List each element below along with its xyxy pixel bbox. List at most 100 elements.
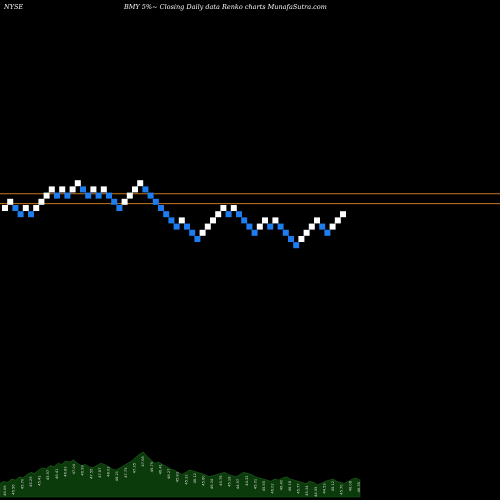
- volume-label: 45.76: [219, 475, 223, 486]
- renko-brick: [80, 186, 86, 193]
- renko-brick: [298, 236, 305, 242]
- volume-label: 45.60: [202, 475, 206, 486]
- volume-label: 45.12: [331, 481, 335, 491]
- volume-label: 47.35: [133, 463, 137, 473]
- volume-label: 45.32: [184, 474, 188, 484]
- renko-brick: [85, 192, 92, 199]
- renko-brick: [184, 223, 190, 230]
- renko-brick: [7, 198, 14, 205]
- renko-brick: [132, 186, 138, 193]
- renko-brick: [246, 223, 253, 230]
- renko-brick: [324, 229, 331, 236]
- renko-brick: [28, 211, 34, 218]
- volume-label: 46.83: [63, 466, 67, 476]
- renko-brick: [329, 223, 336, 230]
- renko-brick: [106, 192, 112, 199]
- volume-label: 44.95: [314, 487, 318, 497]
- renko-brick: [38, 198, 45, 205]
- volume-label: 47.08: [141, 456, 145, 467]
- volume-label: 46.56: [12, 484, 16, 495]
- volume-label: 45.01: [253, 479, 257, 489]
- renko-brick: [111, 198, 118, 205]
- renko-brick: [33, 205, 40, 211]
- volume-label: 46.41: [55, 469, 59, 479]
- renko-brick: [22, 205, 29, 211]
- renko-brick: [12, 205, 19, 211]
- renko-brick: [334, 217, 341, 224]
- renko-brick: [262, 217, 268, 224]
- volume-label: 46.79: [150, 461, 154, 472]
- renko-brick: [225, 211, 232, 218]
- renko-brick: [220, 205, 227, 211]
- renko-bricks: [2, 180, 346, 249]
- reference-lines: [0, 193, 500, 205]
- renko-brick: [303, 229, 310, 236]
- chart-title: BMY 5%~ Closing Daily data Renko charts …: [124, 3, 327, 11]
- renko-brick: [288, 236, 294, 242]
- renko-brick: [90, 186, 97, 193]
- renko-brick: [48, 186, 55, 193]
- renko-brick: [142, 186, 149, 193]
- volume-label: 46.12: [193, 473, 197, 483]
- renko-brick: [121, 198, 128, 205]
- volume-label: 45.97: [46, 470, 50, 480]
- renko-brick: [293, 242, 300, 249]
- renko-brick: [314, 217, 320, 224]
- renko-brick: [116, 205, 123, 211]
- renko-brick: [236, 211, 242, 218]
- renko-brick: [230, 205, 237, 211]
- renko-brick: [282, 229, 289, 236]
- renko-brick: [272, 217, 279, 224]
- volume-label: 44.32: [245, 475, 249, 485]
- renko-brick: [163, 211, 170, 218]
- renko-brick: [147, 192, 154, 199]
- renko-brick: [215, 211, 222, 218]
- volume-label: 46.08: [348, 480, 352, 491]
- volume-label: 44.97: [236, 479, 240, 489]
- renko-brick: [126, 192, 133, 199]
- renko-brick: [210, 217, 216, 224]
- renko-brick: [319, 223, 326, 230]
- renko-brick: [178, 217, 185, 224]
- volume-label: 46.06: [3, 485, 7, 496]
- volume-label: 45.83: [176, 472, 180, 482]
- volume-label: 47.75: [124, 468, 128, 478]
- renko-brick: [54, 192, 60, 199]
- volume-label: 48.21: [115, 471, 119, 481]
- volume-label: 45.55: [262, 481, 266, 491]
- renko-brick: [267, 223, 274, 230]
- renko-brick: [199, 229, 206, 236]
- volume-label: 46.18: [288, 480, 292, 491]
- renko-brick: [251, 229, 258, 236]
- volume-label: 45.34: [305, 485, 309, 496]
- volume-label: 46.27: [167, 469, 171, 479]
- renko-brick: [308, 223, 315, 230]
- volume-labels: 46.06 46.56 45.70 45.29 45.41 45.97 46.41 46.83…: [3, 456, 361, 497]
- renko-brick: [340, 211, 346, 218]
- renko-brick: [189, 229, 196, 236]
- volume-fill: [0, 451, 361, 498]
- renko-brick: [168, 217, 175, 224]
- renko-brick: [173, 223, 180, 230]
- renko-brick: [241, 217, 248, 224]
- renko-brick: [158, 205, 164, 211]
- volume-label: 46.34: [210, 478, 214, 489]
- volume-label: 45.41: [38, 475, 42, 485]
- volume-label: 46.02: [271, 483, 275, 493]
- renko-brick: [74, 180, 81, 187]
- renko-brick: [137, 180, 144, 187]
- renko-brick: [277, 223, 284, 230]
- renko-brick: [2, 205, 8, 211]
- renko-brick: [256, 223, 263, 230]
- volume-label: 47.87: [98, 468, 102, 478]
- renko-brick: [17, 211, 24, 218]
- renko-brick: [204, 223, 211, 230]
- renko-brick: [95, 192, 102, 199]
- renko-brick: [194, 236, 201, 242]
- renko-brick: [152, 198, 159, 205]
- volume-label: 46.35: [357, 482, 361, 492]
- volume-label: 48.03: [107, 466, 111, 476]
- volume-label: 45.18: [228, 476, 232, 487]
- exchange-label: NYSE: [4, 3, 24, 11]
